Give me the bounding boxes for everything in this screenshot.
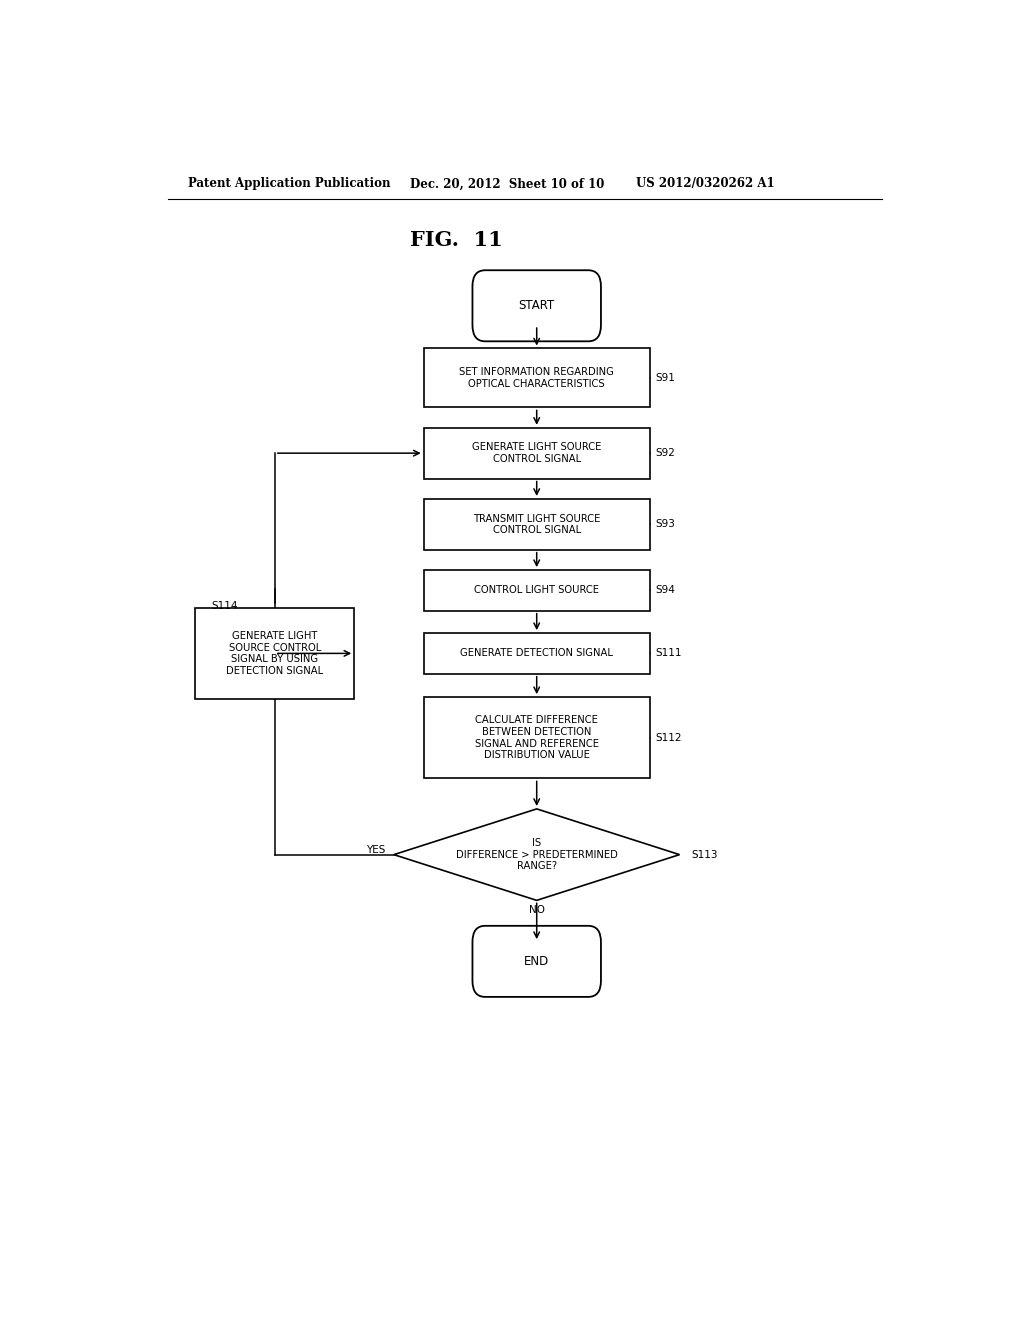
Text: GENERATE LIGHT
SOURCE CONTROL
SIGNAL BY USING
DETECTION SIGNAL: GENERATE LIGHT SOURCE CONTROL SIGNAL BY … [226,631,324,676]
Text: NO: NO [528,906,545,916]
Text: S114: S114 [211,601,238,611]
Text: Dec. 20, 2012  Sheet 10 of 10: Dec. 20, 2012 Sheet 10 of 10 [410,177,604,190]
Text: S92: S92 [655,449,676,458]
Text: FIG.  11: FIG. 11 [410,230,503,249]
Text: YES: YES [367,845,386,854]
FancyBboxPatch shape [472,925,601,997]
Text: CONTROL LIGHT SOURCE: CONTROL LIGHT SOURCE [474,585,599,595]
Text: END: END [524,954,549,968]
Polygon shape [394,809,680,900]
FancyBboxPatch shape [424,348,650,408]
Text: S111: S111 [655,648,682,659]
Text: S112: S112 [655,733,682,743]
Text: S94: S94 [655,585,676,595]
Text: CALCULATE DIFFERENCE
BETWEEN DETECTION
SIGNAL AND REFERENCE
DISTRIBUTION VALUE: CALCULATE DIFFERENCE BETWEEN DETECTION S… [475,715,599,760]
FancyBboxPatch shape [424,499,650,549]
Text: START: START [518,300,555,313]
Text: TRANSMIT LIGHT SOURCE
CONTROL SIGNAL: TRANSMIT LIGHT SOURCE CONTROL SIGNAL [473,513,600,535]
FancyBboxPatch shape [424,697,650,779]
FancyBboxPatch shape [196,607,354,700]
Text: S91: S91 [655,374,676,383]
Text: GENERATE LIGHT SOURCE
CONTROL SIGNAL: GENERATE LIGHT SOURCE CONTROL SIGNAL [472,442,601,463]
Text: IS
DIFFERENCE > PREDETERMINED
RANGE?: IS DIFFERENCE > PREDETERMINED RANGE? [456,838,617,871]
Text: GENERATE DETECTION SIGNAL: GENERATE DETECTION SIGNAL [460,648,613,659]
FancyBboxPatch shape [424,428,650,479]
FancyBboxPatch shape [472,271,601,342]
Text: SET INFORMATION REGARDING
OPTICAL CHARACTERISTICS: SET INFORMATION REGARDING OPTICAL CHARAC… [460,367,614,389]
FancyBboxPatch shape [424,634,650,673]
Text: US 2012/0320262 A1: US 2012/0320262 A1 [636,177,774,190]
FancyBboxPatch shape [424,570,650,611]
Text: Patent Application Publication: Patent Application Publication [187,177,390,190]
Text: S113: S113 [691,850,718,859]
Text: S93: S93 [655,519,676,529]
